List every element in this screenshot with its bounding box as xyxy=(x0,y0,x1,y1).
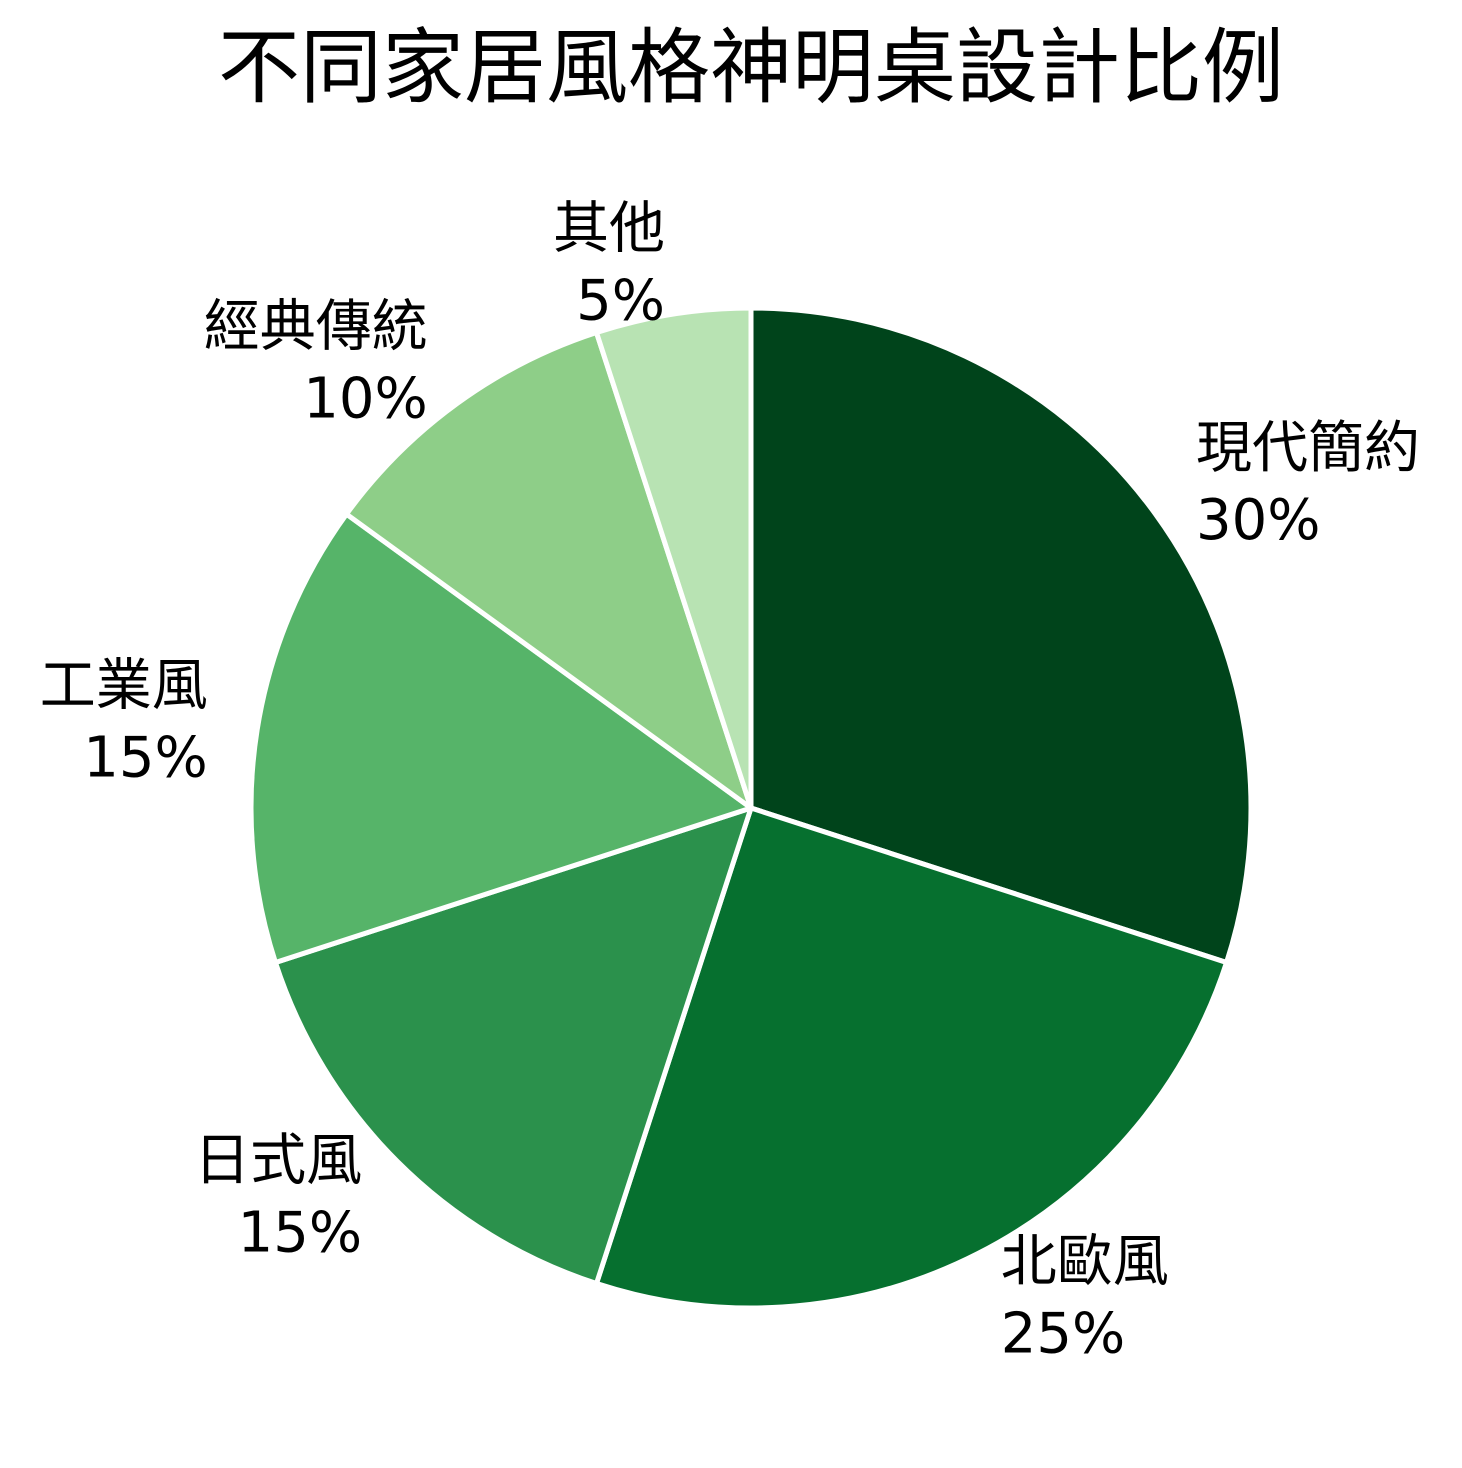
slice-label-6: 其他 5% xyxy=(553,196,665,333)
slice-percent-label: 25% xyxy=(1001,1302,1125,1367)
slice-label-4: 工業風 15% xyxy=(40,653,208,790)
pie-slice-3 xyxy=(272,805,754,1287)
slice-percent-label: 15% xyxy=(83,725,207,790)
slice-percent-label: 30% xyxy=(1196,488,1320,553)
pie-slices xyxy=(248,305,1254,1311)
pie-slice-5 xyxy=(343,329,754,811)
slice-label-3: 日式風 15% xyxy=(194,1128,362,1265)
slice-label-1: 現代簡約 30% xyxy=(1196,416,1420,553)
slice-percent-label: 5% xyxy=(576,268,665,333)
slice-label-2: 北歐風 25% xyxy=(1001,1230,1169,1367)
slice-category-label: 工業風 xyxy=(40,653,208,718)
slice-category-label: 其他 xyxy=(553,196,665,261)
pie-slice-1 xyxy=(748,305,1254,966)
pie-slice-2 xyxy=(593,805,1230,1311)
slice-category-label: 北歐風 xyxy=(1001,1230,1169,1295)
pie-labels: 現代簡約 30% 北歐風 25% 日式風 15% 工業風 15% 經典傳統 10% 其他 5% xyxy=(40,196,1420,1366)
pie-slice-6 xyxy=(593,305,754,811)
slice-category-label: 現代簡約 xyxy=(1196,416,1420,481)
slice-category-label: 日式風 xyxy=(194,1128,362,1193)
chart-title: 不同家居風格神明桌設計比例 xyxy=(218,21,1284,116)
slice-category-label: 經典傳統 xyxy=(204,295,428,360)
slice-percent-label: 10% xyxy=(303,367,427,432)
slice-percent-label: 15% xyxy=(238,1200,362,1265)
pie-slice-4 xyxy=(248,511,754,966)
slice-label-5: 經典傳統 10% xyxy=(204,295,428,432)
